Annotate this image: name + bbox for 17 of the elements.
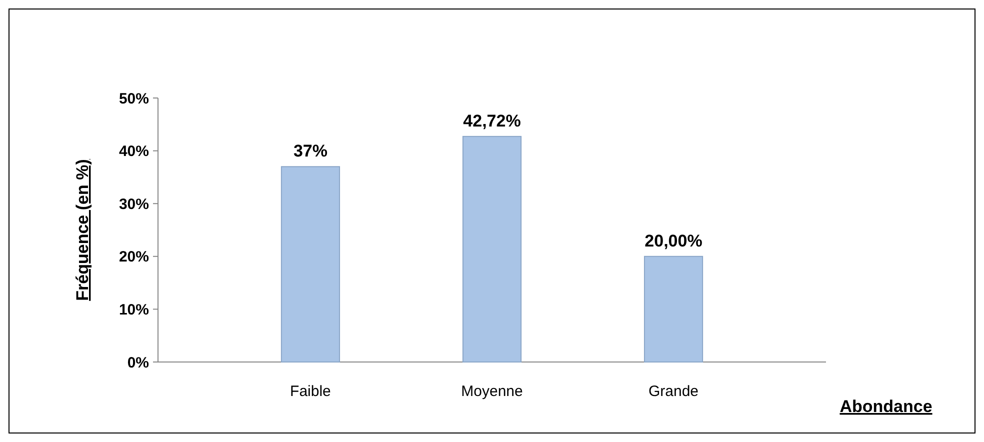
- data-label: 37%: [293, 142, 328, 161]
- x-tick-label: Moyenne: [461, 383, 523, 400]
- data-label: 20,00%: [644, 231, 702, 250]
- y-tick-label: 20%: [118, 248, 149, 266]
- y-tick-label: 10%: [118, 301, 149, 318]
- data-label: 42,72%: [463, 111, 521, 130]
- bar: [462, 136, 522, 362]
- y-tick-label: 50%: [118, 90, 149, 108]
- x-tick-label: Grande: [648, 383, 699, 400]
- x-axis-title: Abondance: [840, 397, 932, 416]
- y-tick-label: 30%: [118, 196, 149, 213]
- y-tick-label: 0%: [127, 354, 149, 372]
- x-tick-label: Faible: [290, 383, 331, 400]
- y-axis-title: Fréquence (en %): [73, 159, 92, 301]
- y-tick-label: 40%: [118, 143, 149, 160]
- bar: [280, 166, 340, 362]
- bar: [644, 256, 704, 362]
